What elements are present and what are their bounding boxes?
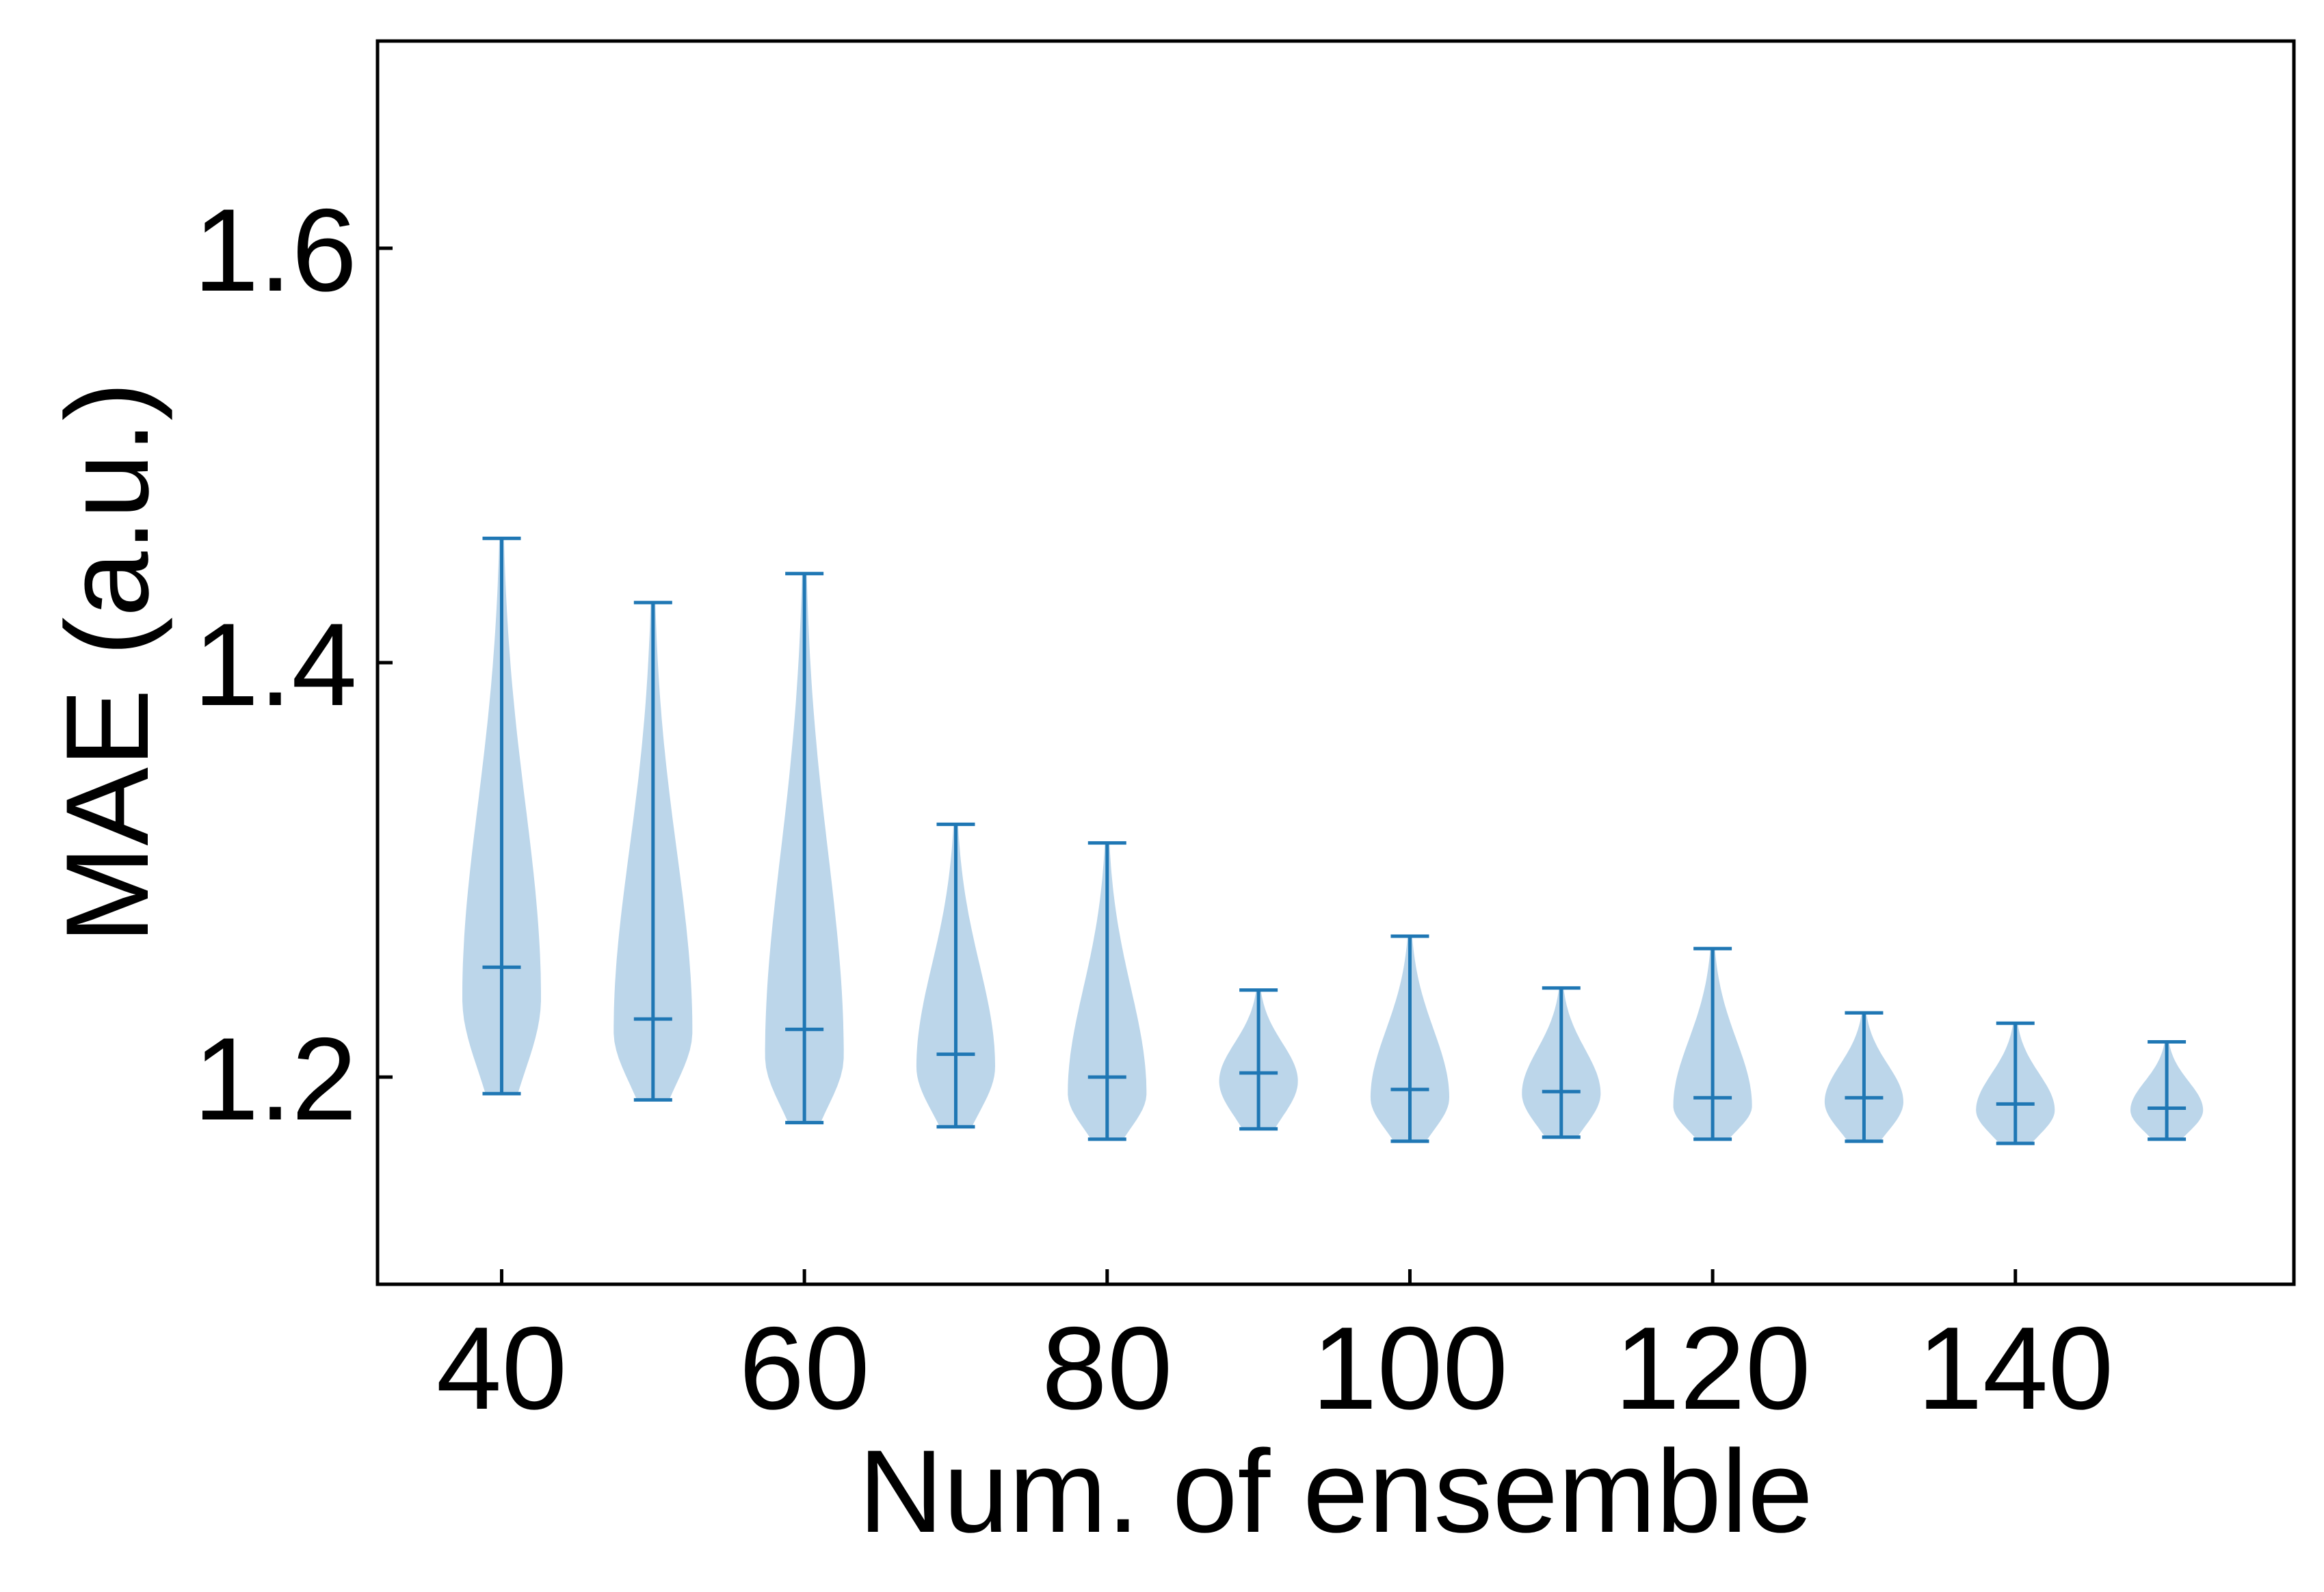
x-axis: 40 60 80 100 120 140 [436,1269,2113,1434]
y-tick-label: 1.4 [194,599,357,730]
x-tick-label: 40 [436,1303,567,1434]
violin-group [462,536,2204,1145]
violin-130 [1824,1011,1903,1143]
x-tick-label: 80 [1042,1303,1172,1434]
violin-60 [765,572,844,1125]
violin-100 [1370,934,1449,1143]
x-tick-label: 140 [1917,1303,2113,1434]
violin-110 [1522,986,1601,1139]
x-tick-label: 120 [1615,1303,1811,1434]
violin-70 [916,822,995,1129]
x-tick-label: 60 [739,1303,869,1434]
violin-40 [462,536,541,1096]
y-tick-label: 1.2 [194,1013,357,1145]
y-axis-title: MAE (a.u.) [42,382,173,944]
violin-140 [1976,1021,2055,1145]
violin-50 [613,600,693,1102]
y-tick-label: 1.6 [194,185,357,316]
violin-150 [2130,1039,2204,1141]
violin-80 [1068,841,1147,1141]
violin-90 [1219,988,1298,1131]
y-axis: 1.2 1.4 1.6 [194,185,393,1145]
violin-120 [1673,946,1752,1141]
x-tick-label: 100 [1312,1303,1508,1434]
x-axis-title: Num. of ensemble [858,1426,1813,1557]
